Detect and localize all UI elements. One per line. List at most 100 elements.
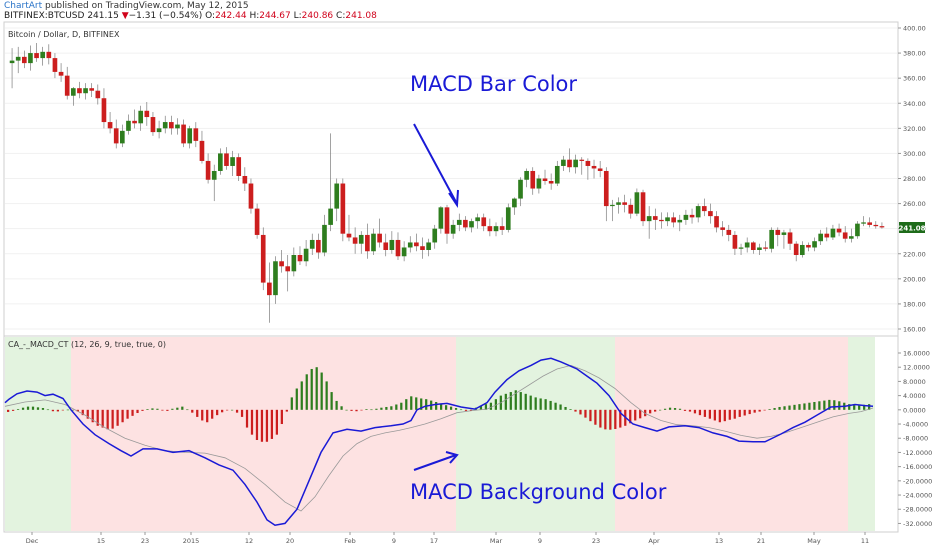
x-tick-label: Apr — [648, 537, 660, 545]
price-tick-label: 400.00 — [903, 25, 926, 33]
candle — [401, 241, 407, 262]
histogram-bar — [549, 400, 552, 410]
histogram-bar — [848, 404, 851, 410]
candle — [842, 226, 848, 243]
candle-body — [757, 247, 762, 250]
candle — [732, 231, 738, 256]
histogram-bar — [255, 409, 259, 440]
candle — [597, 160, 603, 178]
candle — [83, 83, 88, 100]
macd-tick-label: -32.0000 — [903, 520, 932, 528]
candle — [818, 229, 824, 245]
histogram-bar — [96, 409, 99, 426]
candle-body — [499, 226, 505, 230]
last-price: 241.15 — [87, 11, 119, 21]
candle — [218, 148, 223, 175]
candle — [309, 233, 315, 256]
x-tick-label: May — [807, 537, 821, 545]
publish-info: published on TradingView.com, May 12, 20… — [45, 1, 249, 11]
histogram-bar — [290, 397, 293, 410]
histogram-bar — [126, 409, 129, 419]
annotation-background-color: MACD Background Color — [410, 480, 667, 504]
candle-body — [861, 222, 866, 224]
candle-body — [463, 219, 468, 228]
candle-body — [469, 221, 474, 228]
price-tick-label: 340.00 — [903, 100, 926, 108]
histogram-bar — [579, 409, 582, 415]
candle — [812, 237, 817, 252]
candle — [855, 221, 860, 239]
candle-body — [9, 60, 15, 64]
candle-body — [230, 157, 235, 166]
candle-body — [591, 165, 597, 169]
histogram-bar — [788, 405, 791, 410]
candle-body — [750, 242, 756, 250]
publish-line: ChartArt published on TradingView.com, M… — [4, 1, 249, 11]
candle-body — [536, 178, 542, 189]
candle-body — [708, 211, 713, 217]
candle-body — [83, 88, 88, 94]
histogram-bar — [708, 409, 711, 419]
candle — [107, 112, 113, 134]
histogram-bar — [76, 409, 79, 412]
histogram-bar — [360, 409, 363, 411]
candle-body — [395, 239, 401, 257]
open-label: O: — [205, 11, 216, 21]
histogram-bar — [629, 409, 632, 424]
candle-body — [218, 153, 223, 171]
x-tick-label: 11 — [861, 537, 869, 545]
histogram-bar — [295, 388, 298, 410]
histogram-bar — [833, 400, 836, 410]
histogram-bar — [66, 409, 69, 411]
candle-body — [695, 206, 701, 218]
candle — [830, 224, 836, 240]
histogram-bar — [211, 409, 214, 419]
candle-body — [634, 192, 640, 214]
histogram-bar — [484, 404, 488, 410]
candle-body — [438, 207, 444, 229]
price-y-axis: 400.00 380.00 360.00 340.00 320.00 300.00 280.… — [898, 25, 926, 334]
candle-body — [646, 216, 652, 222]
candle — [150, 112, 156, 136]
candle — [181, 119, 186, 148]
grid-lines — [5, 27, 897, 330]
histogram-bar — [703, 409, 707, 417]
candle-body — [77, 88, 82, 94]
macd-bg-region-red — [71, 337, 456, 531]
candle — [561, 155, 566, 171]
histogram-bar — [206, 409, 209, 423]
histogram-bar — [235, 409, 239, 413]
brand-link[interactable]: ChartArt — [4, 1, 43, 11]
candle — [211, 164, 217, 202]
candle — [512, 197, 517, 215]
histogram-bar — [325, 381, 328, 410]
macd-tick-label: 0.0000 — [903, 406, 926, 414]
candle — [248, 178, 254, 214]
histogram-bar — [649, 409, 652, 414]
candle — [175, 118, 180, 135]
candle-body — [573, 159, 578, 168]
candle-body — [848, 236, 854, 239]
candle-body — [714, 216, 719, 228]
histogram-bar — [355, 409, 358, 412]
histogram-bar — [26, 406, 30, 410]
histogram-bar — [260, 409, 264, 442]
candle — [95, 84, 101, 105]
candle-body — [867, 222, 873, 225]
histogram-bar — [191, 409, 194, 413]
signal-line — [4, 364, 874, 512]
histogram-bar — [748, 409, 751, 415]
candle — [285, 255, 291, 292]
candle — [230, 150, 235, 176]
histogram-bar — [619, 409, 622, 428]
candle — [426, 238, 431, 257]
candle-body — [475, 217, 480, 222]
histogram-bar — [519, 392, 522, 410]
x-tick-label: 23 — [592, 537, 600, 545]
macd-tick-label: -4.0000 — [903, 421, 928, 429]
histogram-bar — [609, 409, 612, 430]
histogram-bar — [166, 409, 169, 411]
candle-body — [248, 183, 254, 209]
low-value: 240.86 — [301, 11, 334, 21]
